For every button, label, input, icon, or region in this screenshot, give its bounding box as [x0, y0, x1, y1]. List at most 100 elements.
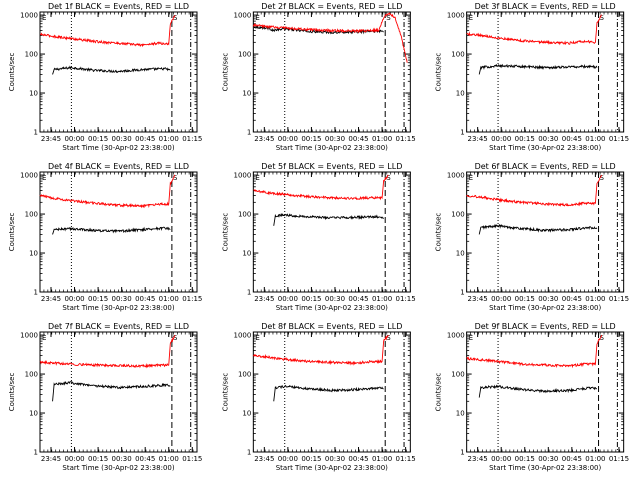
x-axis-label: Start Time (30-Apr-02 23:38:00): [62, 464, 174, 472]
marker-label: E: [255, 14, 259, 22]
x-tick-label: 23:45: [254, 295, 274, 303]
events-series-line: [273, 384, 384, 402]
y-tick-label: 1000: [234, 332, 252, 340]
panel-title: Det 8f BLACK = Events, RED = LLD: [261, 322, 402, 331]
events-series-line: [52, 226, 171, 235]
y-tick-label: 10: [456, 90, 465, 98]
y-tick-label: 1: [247, 129, 251, 137]
x-tick-label: 01:00: [372, 135, 392, 143]
events-series-line: [478, 63, 598, 75]
x-tick-label: 23:45: [254, 135, 274, 143]
x-tick-label: 01:00: [159, 295, 179, 303]
x-tick-label: 00:15: [301, 295, 321, 303]
x-tick-label: 23:45: [468, 455, 488, 463]
y-axis-label: Counts/sec: [8, 213, 16, 252]
x-tick-label: 00:30: [325, 135, 345, 143]
detector-panel: Det 2f BLACK = Events, RED = LLD 1 10 100 10…: [221, 2, 415, 152]
x-tick-label: 01:00: [585, 295, 605, 303]
plot-frame: [39, 171, 198, 293]
x-tick-label: 00:30: [112, 455, 132, 463]
events-series-line: [52, 381, 171, 402]
plot-frame: [252, 171, 411, 293]
x-tick-label: 00:45: [135, 295, 155, 303]
x-tick-label: 00:15: [515, 135, 535, 143]
y-tick-label: 1: [247, 449, 251, 457]
y-tick-label: 1000: [20, 172, 38, 180]
detector-panel: Det 4f BLACK = Events, RED = LLD 1 10 100 10…: [8, 162, 202, 312]
x-tick-label: 00:45: [135, 135, 155, 143]
events-series-line: [478, 384, 598, 398]
x-axis-label: Start Time (30-Apr-02 23:38:00): [276, 144, 388, 152]
y-tick-label: 10: [456, 250, 465, 258]
panel-title: Det 5f BLACK = Events, RED = LLD: [261, 162, 402, 171]
detector-panel: Det 8f BLACK = Events, RED = LLD 1 10 100 10…: [221, 322, 415, 472]
x-tick-label: 01:00: [159, 455, 179, 463]
x-tick-label: 00:00: [64, 135, 84, 143]
y-axis-label: Counts/sec: [221, 53, 229, 92]
x-tick-label: 00:45: [562, 455, 582, 463]
x-tick-label: 23:45: [41, 295, 61, 303]
x-axis-label: Start Time (30-Apr-02 23:38:00): [489, 304, 601, 312]
lld-series-line: [39, 14, 176, 48]
y-tick-label: 100: [25, 211, 38, 219]
x-tick-label: 01:15: [182, 135, 202, 143]
panel-title: Det 2f BLACK = Events, RED = LLD: [261, 2, 402, 11]
y-axis-label: Counts/sec: [8, 373, 16, 412]
y-axis-label: Counts/sec: [435, 213, 443, 252]
x-tick-label: 01:00: [372, 455, 392, 463]
marker-label: E: [42, 174, 46, 182]
y-tick-label: 1000: [447, 12, 465, 20]
x-tick-label: 00:00: [491, 295, 511, 303]
x-tick-label: 00:15: [88, 455, 108, 463]
x-tick-label: 00:00: [278, 455, 298, 463]
marker-label: S: [173, 334, 178, 342]
y-axis-label: Counts/sec: [221, 373, 229, 412]
y-tick-label: 1: [34, 289, 38, 297]
panel-title: Det 9f BLACK = Events, RED = LLD: [475, 322, 616, 331]
panel-title: Det 6f BLACK = Events, RED = LLD: [475, 162, 616, 171]
x-tick-label: 00:15: [515, 295, 535, 303]
x-axis-label: Start Time (30-Apr-02 23:38:00): [62, 304, 174, 312]
y-tick-label: 100: [238, 211, 251, 219]
marker-label: S: [173, 174, 178, 182]
panel-title: Det 4f BLACK = Events, RED = LLD: [48, 162, 189, 171]
x-tick-label: 23:45: [41, 455, 61, 463]
y-tick-label: 1000: [447, 332, 465, 340]
x-tick-label: 23:45: [468, 135, 488, 143]
y-tick-label: 100: [451, 51, 464, 59]
x-tick-label: 00:45: [348, 295, 368, 303]
x-tick-label: 01:15: [609, 135, 629, 143]
y-tick-label: 100: [451, 371, 464, 379]
lld-series-line: [252, 334, 389, 366]
y-tick-label: 100: [238, 371, 251, 379]
lld-series-line: [466, 174, 603, 207]
y-tick-label: 1000: [447, 172, 465, 180]
lld-series-line: [39, 334, 176, 369]
detector-panel: Det 9f BLACK = Events, RED = LLD 1 10 100 10…: [435, 322, 629, 472]
y-tick-label: 1: [34, 129, 38, 137]
lld-series-line: [39, 174, 176, 209]
x-tick-label: 01:00: [585, 135, 605, 143]
x-tick-label: 00:30: [325, 295, 345, 303]
plot-frame: [466, 171, 625, 293]
y-tick-label: 10: [29, 410, 38, 418]
x-tick-label: 00:00: [491, 135, 511, 143]
marker-label: E: [469, 174, 473, 182]
x-tick-label: 00:45: [562, 135, 582, 143]
x-tick-label: 00:00: [64, 295, 84, 303]
y-axis-label: Counts/sec: [8, 53, 16, 92]
marker-label: S: [173, 14, 178, 22]
y-tick-label: 1: [460, 449, 464, 457]
x-tick-label: 01:00: [159, 135, 179, 143]
x-tick-label: 01:15: [396, 135, 416, 143]
y-tick-label: 10: [456, 410, 465, 418]
x-tick-label: 00:00: [278, 295, 298, 303]
x-tick-label: 00:45: [135, 455, 155, 463]
x-tick-label: 00:30: [112, 295, 132, 303]
y-tick-label: 100: [238, 51, 251, 59]
x-tick-label: 00:45: [562, 295, 582, 303]
detector-panel: Det 1f BLACK = Events, RED = LLD 1 10 100 10…: [8, 2, 202, 152]
x-tick-label: 00:15: [88, 295, 108, 303]
detector-panel: Det 6f BLACK = Events, RED = LLD 1 10 100 10…: [435, 162, 629, 312]
